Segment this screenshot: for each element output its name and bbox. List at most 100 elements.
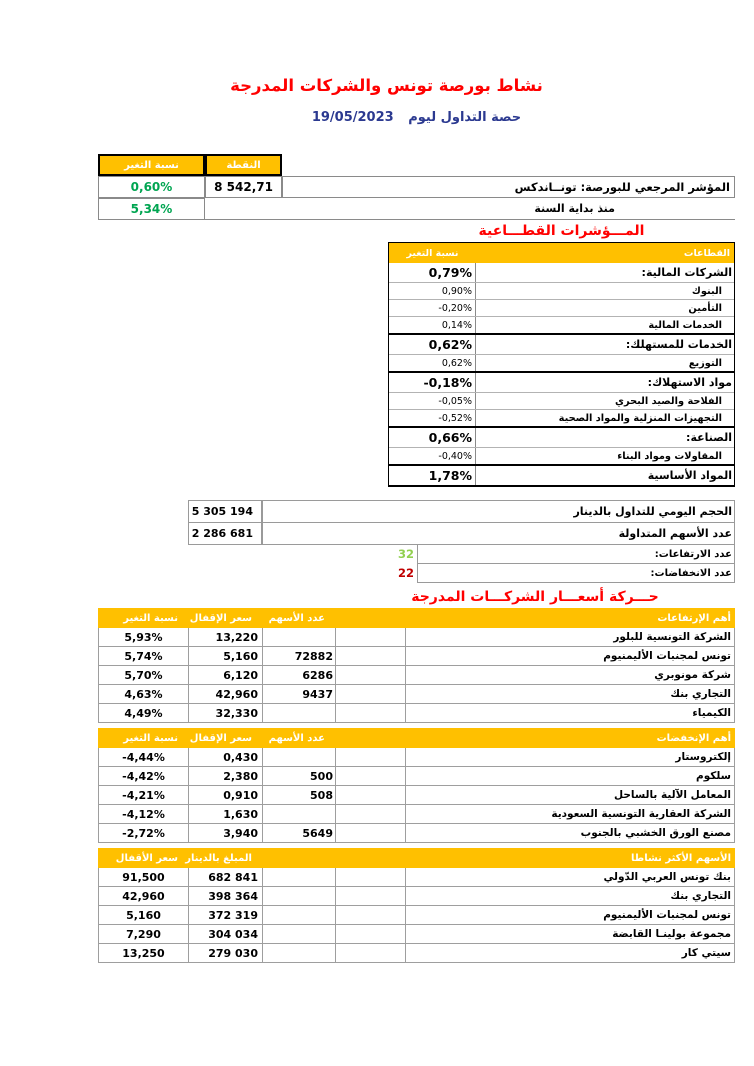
movement-shares-value: 500 [262, 767, 335, 786]
session-date: 19/05/2023 [311, 110, 394, 125]
index-header-spacer [282, 154, 735, 176]
summary-row: عدد الأسهم المتداولة 2 286 681 [98, 522, 735, 545]
sector-name: الصناعة: [686, 431, 732, 444]
movement-company-name: إلكتروستار [405, 748, 735, 767]
sector-change-value: -0,18% [389, 373, 476, 392]
index-change-value: 0,60% [98, 176, 205, 198]
summary-label: الحجم اليومي للتداول بالدينار [262, 500, 735, 523]
movement-row: شركة مونوبري 6286 6,120 5,70% [98, 666, 735, 685]
index-change-value: 5,34% [98, 198, 205, 220]
summary-count-row: عدد الانخفاضات: 22 [98, 563, 735, 583]
index-row-ytd: منذ بداية السنة 5,34% [98, 198, 735, 220]
movement-header-name: أهم الإنخفضات [656, 732, 731, 744]
movement-company-name: شركة مونوبري [405, 666, 735, 685]
movement-empty-cell [335, 906, 405, 925]
movement-shares-value [262, 628, 335, 647]
index-table: النقطة نسبة التغير المؤشر المرجعي للبورص… [98, 154, 735, 220]
movement-shares-value [262, 704, 335, 723]
movement-price-value: 5,160 [188, 647, 262, 666]
movement-price-value: 3,940 [188, 824, 262, 843]
movement-company-name: تونس لمجنبات الأليمنيوم [405, 647, 735, 666]
movement-empty-cell [335, 767, 405, 786]
sector-change-value: -0,20% [389, 300, 476, 316]
movement-header-col3: عدد الأسهم [268, 732, 325, 744]
summary-count-label: عدد الانخفاضات: [417, 563, 735, 583]
sector-table-header: القطاعات نسبة التغير [389, 243, 734, 263]
movement-company-name: بنك تونس العربي الدّولي [405, 868, 735, 887]
movement-change-value: 4,49% [98, 704, 188, 723]
movement-price-value: 32,330 [188, 704, 262, 723]
movement-shares-value: 6286 [262, 666, 335, 685]
movement-change-value: 7,290 [98, 925, 188, 944]
movement-header-col4: سعر الإقفال [189, 732, 252, 744]
sector-row: المواد الأساسية 1,78% [389, 464, 734, 485]
movement-change-value: 5,160 [98, 906, 188, 925]
sector-change-value: 0,79% [389, 263, 476, 282]
movement-row: الشركة العقارية التونسية السعودية 1,630 -4… [98, 805, 735, 824]
movement-row: مجموعة بولينـا القابضة 304 034 7,290 [98, 925, 735, 944]
movement-price-value: 279 030 [188, 944, 262, 963]
movement-change-value: 5,93% [98, 628, 188, 647]
movement-price-value: 1,630 [188, 805, 262, 824]
movement-header-col4: المبلغ بالدينار [185, 852, 252, 864]
movement-company-name: الشركة العقارية التونسية السعودية [405, 805, 735, 824]
movement-table-body: الشركة التونسية للبلور 13,220 5,93% تونس لم… [98, 628, 735, 723]
movement-row: الشركة التونسية للبلور 13,220 5,93% [98, 628, 735, 647]
movement-company-name: تونس لمجنبات الأليمنيوم [405, 906, 735, 925]
sector-name: البنوك [691, 285, 722, 297]
sector-name: التجهيزات المنزلية والمواد الصحية [558, 412, 722, 424]
sector-table: القطاعات نسبة التغير الشركات المالية: 0,7… [388, 242, 735, 487]
sector-name: التوزيع [688, 357, 722, 369]
movement-shares-value [262, 925, 335, 944]
index-header-change: نسبة التغير [98, 154, 205, 176]
movement-shares-value: 508 [262, 786, 335, 805]
index-row-tunindex: المؤشر المرجعي للبورصة: تونــاندكس 8 542… [98, 176, 735, 198]
movement-row: سلكوم 500 2,380 -4,42% [98, 767, 735, 786]
movement-price-value: 0,910 [188, 786, 262, 805]
sector-row: الخدمات المالية 0,14% [389, 316, 734, 333]
report-page: نشاط بورصة تونس والشركات المدرجة حصة الت… [98, 0, 735, 963]
movement-change-value: 5,70% [98, 666, 188, 685]
movement-empty-cell [335, 786, 405, 805]
movement-empty-cell [335, 944, 405, 963]
movement-header-col5: نسبة التغير [123, 732, 178, 744]
trading-session-subtitle: حصة التداول ليوم 19/05/2023 [98, 110, 735, 125]
movement-row: تونس لمجنبات الأليمنيوم 72882 5,160 5,74% [98, 647, 735, 666]
summary-label: عدد الأسهم المتداولة [262, 522, 735, 545]
movement-company-name: التجاري بنك [405, 685, 735, 704]
movement-empty-cell [335, 628, 405, 647]
summary-value: 5 305 194 [188, 500, 262, 523]
movement-change-value: -4,44% [98, 748, 188, 767]
summary-value: 2 286 681 [188, 522, 262, 545]
index-header-point: النقطة [205, 154, 282, 176]
movement-header-name: الأسهم الأكثر نشاطا [631, 852, 731, 864]
sector-change-value: 0,14% [389, 317, 476, 333]
movement-empty-cell [335, 868, 405, 887]
movement-empty-cell [335, 704, 405, 723]
sector-name: الخدمات للمستهلك: [625, 338, 732, 351]
movement-row: الكيمياء 32,330 4,49% [98, 704, 735, 723]
movement-company-name: مصنع الورق الخشبي بالجنوب [405, 824, 735, 843]
sector-table-body: الشركات المالية: 0,79% البنوك 0,90% التأمين -… [389, 263, 734, 485]
movement-price-value: 398 364 [188, 887, 262, 906]
movement-row: بنك تونس العربي الدّولي 682 841 91,500 [98, 868, 735, 887]
movement-price-value: 6,120 [188, 666, 262, 685]
movement-change-value: 13,250 [98, 944, 188, 963]
sector-change-value: 1,78% [389, 466, 476, 485]
sector-row: الفلاحة والصيد البحري -0,05% [389, 392, 734, 409]
sector-section-title: المـــؤشرات القطـــاعية [478, 223, 645, 239]
sector-change-value: 0,90% [389, 283, 476, 299]
movement-empty-cell [335, 925, 405, 944]
sector-change-value: 0,66% [389, 428, 476, 447]
movement-shares-value [262, 887, 335, 906]
movement-table-body: إلكتروستار 0,430 -4,44% سلكوم 500 2,380 -4,42%… [98, 748, 735, 843]
index-header-row: النقطة نسبة التغير [98, 154, 735, 176]
movement-company-name: التجاري بنك [405, 887, 735, 906]
movement-table-most-active: الأسهم الأكثر نشاطا المبلغ بالدينار سعر ال… [98, 848, 735, 963]
movement-shares-value [262, 906, 335, 925]
movement-price-value: 682 841 [188, 868, 262, 887]
page-title: نشاط بورصة تونس والشركات المدرجة [230, 76, 543, 95]
sector-name: المواد الأساسية [647, 469, 732, 482]
session-label: حصة التداول ليوم [408, 110, 522, 125]
movement-row: سيتي كار 279 030 13,250 [98, 944, 735, 963]
